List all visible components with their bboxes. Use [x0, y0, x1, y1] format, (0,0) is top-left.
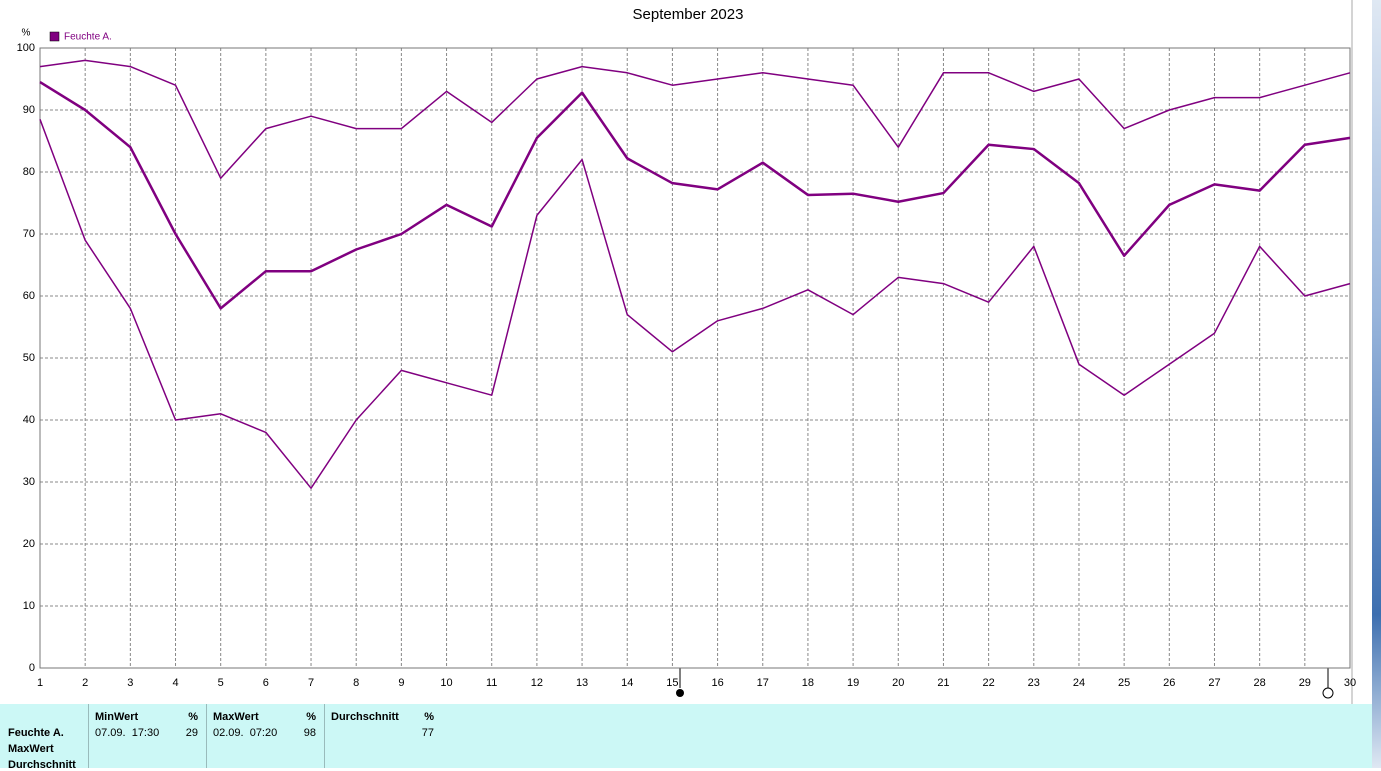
y-tick-label: 70 [23, 228, 35, 240]
x-tick-label: 14 [621, 677, 633, 689]
y-tick-label: 50 [23, 352, 35, 364]
desktop-edge [1372, 0, 1381, 768]
x-tick-label: 6 [263, 677, 269, 689]
x-tick-label: 29 [1299, 677, 1311, 689]
y-tick-label: 60 [23, 290, 35, 302]
x-tick-label: 3 [127, 677, 133, 689]
y-tick-label: 80 [23, 166, 35, 178]
legend-swatch [49, 31, 60, 42]
marker-icon [676, 689, 684, 697]
x-tick-label: 17 [757, 677, 769, 689]
x-tick-label: 19 [847, 677, 859, 689]
x-tick-label: 24 [1073, 677, 1085, 689]
y-tick-label: 40 [23, 414, 35, 426]
x-tick-label: 27 [1208, 677, 1220, 689]
x-tick-label: 5 [218, 677, 224, 689]
x-tick-label: 28 [1254, 677, 1266, 689]
x-tick-label: 7 [308, 677, 314, 689]
y-tick-label: 0 [29, 662, 35, 674]
column-header: Durchschnitt [331, 711, 399, 723]
x-tick-label: 10 [440, 677, 452, 689]
x-tick-label: 25 [1118, 677, 1130, 689]
x-tick-label: 9 [398, 677, 404, 689]
value-cell: 98 [303, 727, 316, 739]
time-cell: 02.09. 07:20 [213, 727, 278, 739]
x-tick-label: 8 [353, 677, 359, 689]
x-tick-label: 22 [982, 677, 994, 689]
x-tick-label: 15 [666, 677, 678, 689]
plot-border [39, 47, 1351, 669]
y-tick-label: 90 [23, 104, 35, 116]
x-tick-label: 2 [82, 677, 88, 689]
x-tick-label: 16 [711, 677, 723, 689]
value-cell: 77 [421, 727, 434, 739]
time-cell: 07.09. 17:30 [95, 727, 160, 739]
column-unit: % [188, 711, 198, 723]
summary-panel: Feuchte A. MaxWert Durchschnitt MinWert% 07.… [0, 704, 1372, 771]
y-unit: % [22, 28, 31, 39]
x-tick-label: 1 [37, 677, 43, 689]
series-line [39, 119, 1351, 489]
x-tick-label: 26 [1163, 677, 1175, 689]
summary-column: MaxWert% 02.09. 07:20 98 [206, 704, 324, 768]
y-tick-label: 100 [17, 42, 35, 54]
chart: September 2023 % 0 10 20 30 40 50 60 70 80 90 100 1… [17, 0, 1356, 704]
summary-column: Durchschnitt% 77 [324, 704, 442, 768]
x-tick-label: 30 [1344, 677, 1356, 689]
x-tick-label: 13 [576, 677, 588, 689]
row-label: Feuchte A. [8, 727, 64, 739]
x-tick-label: 18 [802, 677, 814, 689]
legend-label: Feuchte A. [64, 32, 112, 43]
x-tick-label: 21 [937, 677, 949, 689]
series-line [39, 59, 1351, 179]
column-unit: % [424, 711, 434, 723]
column-header: MinWert [95, 711, 139, 723]
y-tick-label: 10 [23, 600, 35, 612]
x-tick-label: 12 [531, 677, 543, 689]
y-tick-label: 20 [23, 538, 35, 550]
marker-icon [1322, 687, 1334, 699]
y-tick-label: 30 [23, 476, 35, 488]
column-unit: % [306, 711, 316, 723]
row-label: Durchschnitt [8, 759, 76, 771]
summary-column: MinWert% 07.09. 17:30 29 [88, 704, 206, 768]
column-header: MaxWert [213, 711, 259, 723]
value-cell: 29 [185, 727, 198, 739]
x-tick-label: 11 [486, 677, 497, 689]
x-tick-label: 20 [892, 677, 904, 689]
series-line [39, 81, 1351, 310]
row-label: MaxWert [8, 743, 54, 755]
x-tick-label: 4 [172, 677, 178, 689]
x-tick-label: 23 [1028, 677, 1040, 689]
chart-title: September 2023 [633, 6, 744, 23]
